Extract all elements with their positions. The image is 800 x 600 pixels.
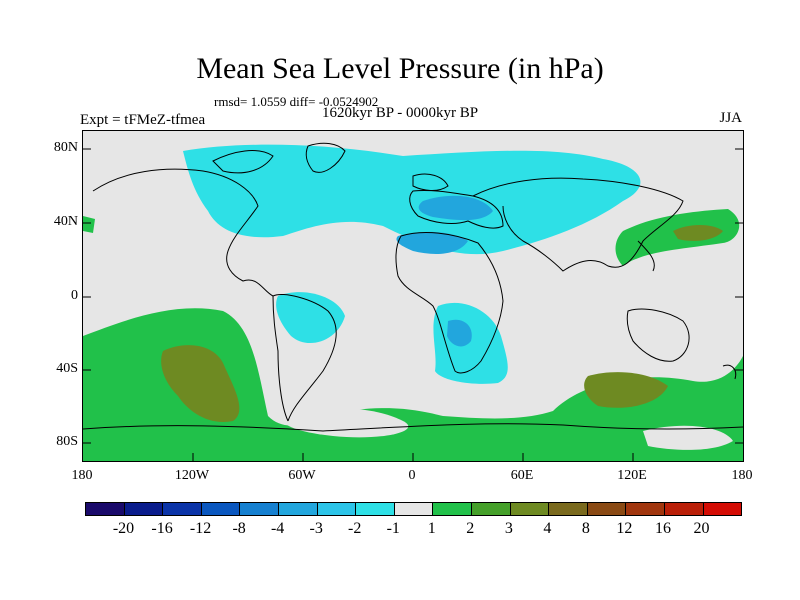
experiment-label: Expt = tFMeZ-tfmea [80,112,206,128]
colorbar-swatch [626,503,665,515]
colorbar-label: 16 [654,520,671,537]
lat-label-80n: 80N [53,140,78,155]
colorbar-swatch [394,503,434,515]
colorbar-label: -2 [348,520,362,537]
lon-label-180w: 180 [71,468,93,483]
lon-label-0: 0 [408,468,416,483]
lon-label-60e: 60E [510,468,534,483]
colorbar-swatch [433,503,472,515]
colorbar-label: -16 [151,520,173,537]
lat-label-0: 0 [71,288,78,303]
colorbar-label: -4 [270,520,285,537]
negative-anomaly-light [183,144,641,384]
colorbar-swatch [201,503,241,515]
lon-label-180e: 180 [731,468,753,483]
colorbar-swatch [510,503,550,515]
colorbar-swatch [549,503,588,515]
colorbar-label: 4 [543,520,552,537]
colorbar-label: 3 [504,520,513,537]
colorbar-label: 8 [581,520,590,537]
lon-label-60w: 60W [288,468,316,483]
map-title: Mean Sea Level Pressure (in hPa) [196,52,604,85]
colorbar-label: 1 [427,520,436,537]
coastlines [83,142,743,432]
lon-label-120w: 120W [174,468,210,483]
map-panel [82,130,744,462]
period-label: 1620kyr BP - 0000kyr BP [322,105,479,121]
colorbar-swatch [356,503,395,515]
colorbar-swatch [664,503,704,515]
negative-anomaly-dark [396,195,493,347]
season-label: JJA [719,110,742,126]
colorbar-swatch [278,503,318,515]
colorbar-label: -3 [309,520,323,537]
colorbar-label: 20 [693,520,710,537]
lon-label-120e: 120E [617,468,647,483]
pressure-map [83,142,743,461]
colorbar-swatch [471,503,511,515]
lat-label-40n: 40N [53,214,78,229]
lat-label-40s: 40S [56,361,78,376]
colorbar-label: 12 [616,520,633,537]
colorbar-swatch [86,503,125,515]
colorbar-swatch [587,503,627,515]
colorbar-label: 2 [466,520,475,537]
rmsd-diff-stats: rmsd= 1.0559 diff= -0.0524902 [214,94,379,109]
colorbar-label: -12 [189,520,212,537]
colorbar-swatch [124,503,164,515]
colorbar-swatch [240,503,279,515]
colorbar-label: -20 [112,520,135,537]
positive-anomaly-dark [161,225,723,422]
tick-marks [83,148,743,461]
colorbar-label: -8 [232,520,246,537]
colorbar-label: -1 [386,520,400,537]
lat-label-80s: 80S [56,434,78,449]
colorbar-swatch [163,503,202,515]
colorbar-swatch [317,503,357,515]
colorbar-swatch [703,503,742,515]
colorbar [85,502,742,516]
